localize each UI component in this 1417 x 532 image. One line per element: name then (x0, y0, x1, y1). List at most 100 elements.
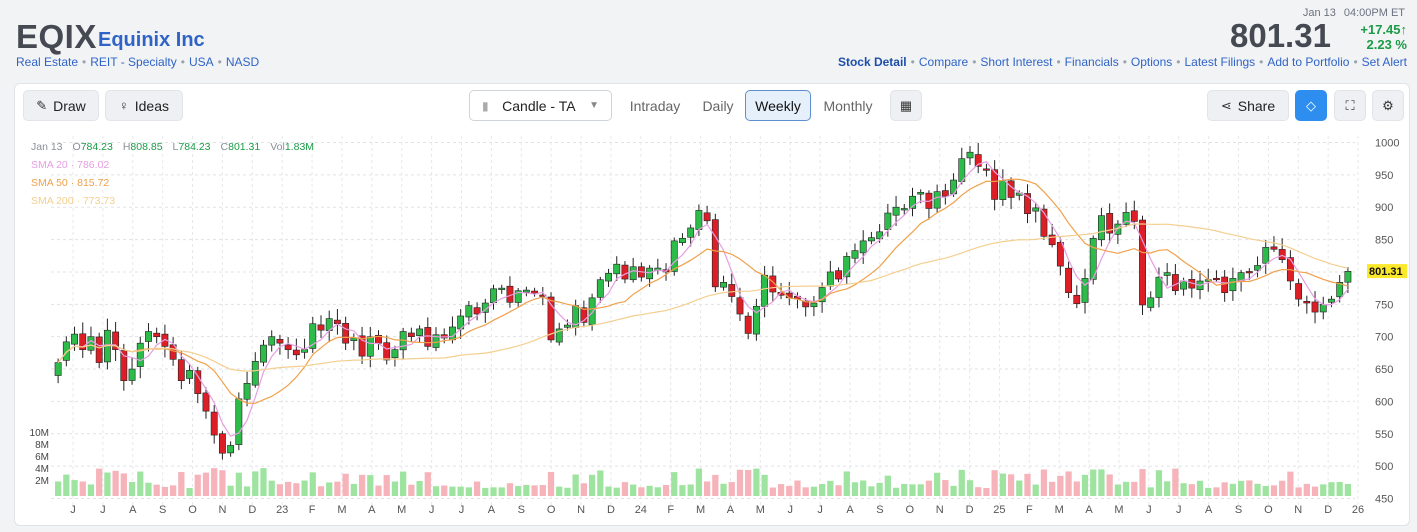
candle-body (342, 323, 350, 344)
candle-body (243, 382, 251, 400)
candle-body (407, 332, 415, 337)
volume-bar (424, 472, 431, 496)
settings-button[interactable]: ⚙ (1372, 90, 1404, 121)
nav-latest-filings[interactable]: Latest Filings (1184, 55, 1256, 69)
change-value: +17.45 (1360, 22, 1401, 37)
chart-legend: Jan 13 O784.23 H808.85 L784.23 C801.31 Vol1.8… (31, 138, 324, 210)
volume-bar (1007, 474, 1015, 496)
candle-body (728, 284, 736, 297)
candle-body (391, 349, 399, 359)
x-tick-label: 23 (276, 504, 288, 516)
period-monthly[interactable]: Monthly (823, 97, 873, 114)
candle-body (1056, 242, 1064, 267)
price-chart[interactable]: 1000950900850800750700650600550500450JJA… (15, 84, 1411, 527)
period-daily[interactable]: Daily (702, 97, 734, 114)
x-tick-label: J (1146, 504, 1152, 516)
y-tick-label: 500 (1375, 461, 1393, 473)
premium-button[interactable]: ◇ (1295, 90, 1327, 121)
volume-bar (1040, 469, 1048, 496)
volume-bar (120, 473, 127, 496)
x-tick-label: J (459, 504, 465, 516)
volume-bar (1344, 483, 1352, 496)
candle-body (1171, 274, 1179, 292)
candle-body (268, 336, 276, 346)
volume-bar (293, 483, 300, 496)
x-tick-label: A (1205, 504, 1213, 516)
volume-bar (391, 481, 399, 496)
volume-bar (1196, 480, 1204, 496)
volume-bar (860, 480, 867, 496)
volume-bar (1032, 484, 1039, 496)
calendar-button[interactable]: ▦ (890, 90, 922, 121)
tag-exchange[interactable]: NASD (225, 55, 260, 69)
volume-bar (169, 485, 177, 496)
candle-body (703, 212, 711, 222)
candle-body (210, 411, 218, 436)
company-name[interactable]: Equinix Inc (98, 29, 205, 51)
candle-body (1098, 215, 1105, 241)
volume-bar (252, 471, 259, 496)
volume-bar (54, 481, 62, 496)
ideas-button[interactable]: ♀ Ideas (105, 90, 183, 121)
volume-bar (490, 487, 497, 496)
volume-bar (285, 481, 292, 496)
candle-body (531, 290, 539, 294)
candle-body (884, 212, 892, 230)
price-change: +17.45↑ 2.23 % (1360, 22, 1407, 52)
volume-bar (1131, 481, 1138, 496)
x-tick-label: A (1085, 504, 1093, 516)
x-tick-label: J (817, 504, 823, 516)
candle-body (1229, 278, 1237, 292)
nav-short-interest[interactable]: Short Interest (980, 55, 1053, 69)
candle-body (547, 296, 555, 341)
share-button[interactable]: ⋖ Share (1207, 90, 1289, 121)
x-tick-label: A (488, 504, 496, 516)
candle-body (473, 307, 481, 315)
nav-set-alert[interactable]: Set Alert (1361, 55, 1407, 69)
draw-button[interactable]: ✎ Draw (23, 90, 99, 121)
tag-country[interactable]: USA (188, 55, 214, 69)
sma20-legend: SMA 20 · 786.02 (31, 159, 110, 171)
candle-body (301, 349, 308, 353)
candle-body (1048, 234, 1056, 246)
volume-bar (334, 481, 341, 496)
volume-bar (317, 486, 325, 496)
period-intraday[interactable]: Intraday (629, 97, 681, 114)
volume-bar (556, 486, 563, 496)
volume-bar (1114, 484, 1121, 496)
nav-compare[interactable]: Compare (918, 55, 969, 69)
candle-body (79, 333, 87, 350)
volume-bar (613, 487, 620, 496)
nav-stock-detail[interactable]: Stock Detail (837, 55, 907, 69)
candle-body (629, 266, 637, 281)
nav-add-to-portfolio[interactable]: Add to Portfolio (1267, 55, 1350, 69)
nav-financials[interactable]: Financials (1064, 55, 1119, 69)
volume-bar (1122, 481, 1130, 496)
volume-bar (128, 481, 136, 496)
tag-sector[interactable]: Real Estate (16, 55, 79, 69)
volume-bar (1262, 485, 1269, 496)
candle-body (867, 237, 875, 242)
x-tick-label: N (1294, 504, 1302, 516)
x-tick-label: A (846, 504, 854, 516)
volume-bar (79, 481, 86, 496)
volume-bar (572, 474, 579, 496)
volume-bar (465, 487, 472, 496)
volume-bar (1287, 471, 1294, 496)
volume-bar (350, 483, 357, 496)
candle-body (744, 315, 752, 334)
x-tick-label: A (129, 504, 137, 516)
volume-bar (449, 486, 456, 496)
nav-options[interactable]: Options (1130, 55, 1173, 69)
sma50-line (57, 178, 1349, 404)
tag-industry[interactable]: REIT - Specialty (90, 55, 177, 69)
volume-bar (876, 482, 883, 496)
candle-body (621, 264, 629, 280)
candle-body (334, 319, 341, 325)
chart-type-select[interactable]: ▮ Candle - TA ▼ (469, 90, 612, 121)
period-weekly[interactable]: Weekly (745, 90, 811, 121)
fullscreen-button[interactable]: ⛶ (1334, 90, 1366, 121)
calendar-icon: ▦ (899, 97, 913, 113)
gear-icon: ⚙ (1382, 97, 1394, 113)
candle-body (1237, 272, 1245, 281)
